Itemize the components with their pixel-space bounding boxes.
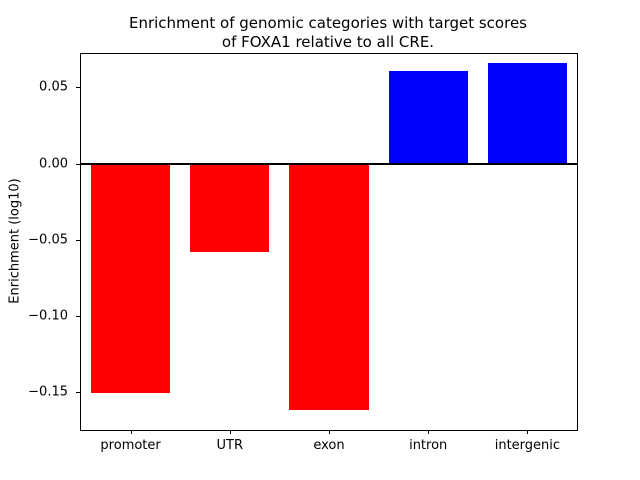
zero-line xyxy=(81,162,577,165)
y-tick-label: −0.15 xyxy=(28,384,68,400)
y-tick-mark xyxy=(76,163,80,165)
x-tick-mark xyxy=(329,430,330,434)
y-tick-mark xyxy=(76,239,80,241)
x-tick-mark xyxy=(527,430,529,434)
chart-title-line1: Enrichment of genomic categories with ta… xyxy=(128,14,527,32)
chart-title: Enrichment of genomic categories with ta… xyxy=(80,14,576,52)
bar-intergenic xyxy=(487,63,568,164)
y-tick-mark xyxy=(76,391,80,393)
y-tick-mark xyxy=(76,87,80,89)
bar-intron xyxy=(388,70,468,164)
x-tick-label-promoter: promoter xyxy=(100,438,161,453)
y-axis-ticks: −0.15 −0.10 −0.05 0.00 0.05 xyxy=(0,53,80,431)
y-tick-label: −0.10 xyxy=(28,308,68,324)
x-tick-label-intergenic: intergenic xyxy=(494,438,561,453)
x-tick-label-exon: exon xyxy=(313,438,345,453)
x-tick-label-intron: intron xyxy=(409,438,448,453)
y-tick-mark xyxy=(76,315,80,317)
y-tick-label: 0.00 xyxy=(39,156,68,172)
y-tick-label: 0.05 xyxy=(39,79,68,95)
bar-exon xyxy=(289,163,369,411)
x-tick-label-UTR: UTR xyxy=(216,438,244,453)
bar-UTR xyxy=(190,163,270,252)
bar-promoter xyxy=(90,163,171,394)
plot-area xyxy=(80,53,578,431)
chart-title-line2: of FOXA1 relative to all CRE. xyxy=(221,33,435,51)
x-tick-mark xyxy=(130,430,132,434)
x-tick-mark xyxy=(229,430,231,434)
x-axis-ticks: promoter UTR exon intron intergenic xyxy=(80,430,578,460)
y-tick-label: −0.05 xyxy=(28,232,68,248)
x-tick-mark xyxy=(428,430,430,434)
